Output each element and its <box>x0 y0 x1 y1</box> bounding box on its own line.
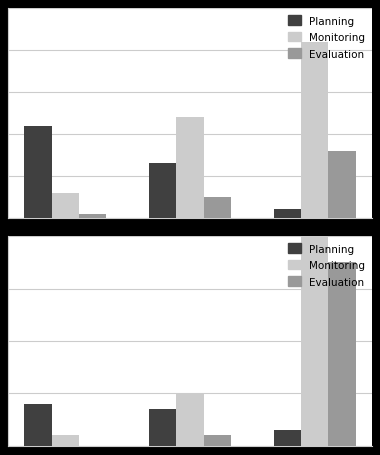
Legend: Planning, Monitoring, Evaluation: Planning, Monitoring, Evaluation <box>284 12 369 64</box>
Bar <box>328 152 356 218</box>
Bar <box>204 197 231 218</box>
Bar <box>79 214 106 218</box>
Bar <box>24 126 52 218</box>
Bar <box>24 404 52 446</box>
Bar <box>149 164 176 218</box>
Bar <box>52 435 79 446</box>
Bar <box>328 263 356 446</box>
Bar <box>149 410 176 446</box>
Bar <box>301 43 328 218</box>
X-axis label: Mental Space: Mental Space <box>142 250 238 263</box>
Bar <box>176 118 204 218</box>
Bar <box>204 435 231 446</box>
Bar <box>176 394 204 446</box>
Bar <box>52 193 79 218</box>
Bar <box>301 216 328 446</box>
Title: Professional Engineers: Professional Engineers <box>100 220 280 234</box>
Bar <box>274 210 301 218</box>
Legend: Planning, Monitoring, Evaluation: Planning, Monitoring, Evaluation <box>284 240 369 291</box>
Bar <box>274 430 301 446</box>
Title: Engineering Students: Engineering Students <box>105 0 275 6</box>
